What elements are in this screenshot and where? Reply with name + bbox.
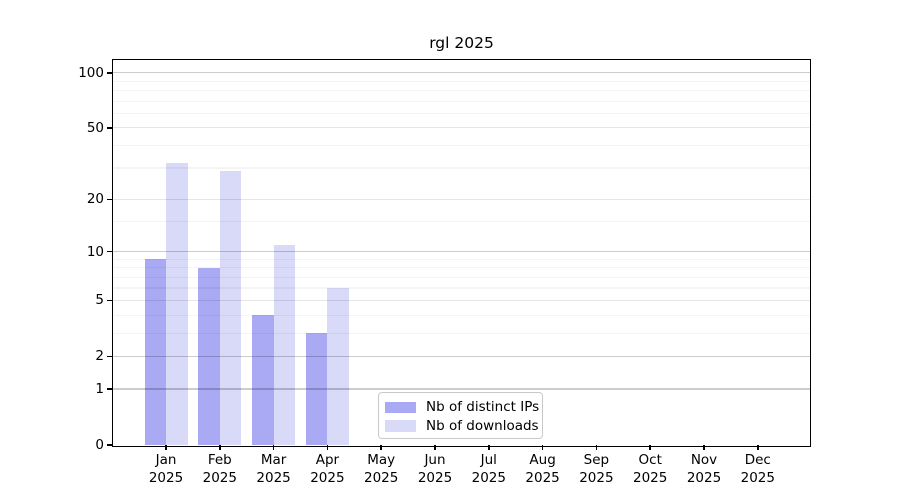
bar-downloads <box>219 170 242 445</box>
x-tick-label: Dec 2025 <box>726 451 790 487</box>
x-tick-year: 2025 <box>310 470 345 486</box>
x-tick-mark <box>703 445 705 450</box>
gridline-major <box>113 251 810 253</box>
x-tick-label: Oct 2025 <box>618 451 682 487</box>
x-tick-label: Nov 2025 <box>672 451 736 487</box>
x-tick-mark <box>165 445 167 450</box>
y-tick-label: 0 <box>95 437 104 453</box>
x-tick-label: Apr 2025 <box>295 451 359 487</box>
x-tick-mark <box>434 445 436 450</box>
x-tick-year: 2025 <box>686 470 722 486</box>
y-tick-mark <box>107 127 112 129</box>
y-tick-mark <box>107 388 112 390</box>
x-tick-mark <box>757 445 759 450</box>
gridline-minor <box>113 258 810 260</box>
x-tick-year: 2025 <box>633 470 668 486</box>
x-tick-label: Aug 2025 <box>511 451 575 487</box>
x-tick-label: Jan 2025 <box>134 451 198 487</box>
legend-swatch-distinct-ips <box>385 401 416 413</box>
gridline-minor <box>113 100 810 102</box>
gridline-major <box>113 355 810 357</box>
x-tick-year: 2025 <box>148 470 184 486</box>
bar-distinct-ips <box>305 333 328 445</box>
gridline-major <box>113 299 810 302</box>
bar-distinct-ips <box>198 267 220 445</box>
x-tick-label: Jul 2025 <box>457 451 521 487</box>
legend-item-downloads: Nb of downloads <box>385 417 542 436</box>
y-tick-label: 10 <box>86 243 104 260</box>
y-tick-mark <box>107 198 112 201</box>
gridline-minor <box>113 267 810 269</box>
x-tick-year: 2025 <box>740 470 775 486</box>
x-tick-mark <box>595 445 598 450</box>
gridline-minor <box>113 112 810 115</box>
x-tick-mark <box>380 445 382 450</box>
y-tick-label: 50 <box>86 119 104 136</box>
gridline-minor <box>113 89 810 92</box>
y-tick-mark <box>107 444 112 446</box>
x-tick-mark <box>541 445 544 450</box>
y-tick-label: 5 <box>95 292 104 309</box>
y-tick-mark <box>107 355 112 358</box>
gridline-minor <box>113 332 810 334</box>
x-tick-label: May 2025 <box>349 451 413 487</box>
gridline-minor <box>113 314 810 316</box>
gridline-major <box>113 72 810 74</box>
x-tick-year: 2025 <box>417 470 453 486</box>
x-tick-mark <box>488 445 490 450</box>
bar-distinct-ips <box>252 315 274 445</box>
x-tick-year: 2025 <box>471 470 506 486</box>
chart-title: rgl 2025 <box>429 34 494 52</box>
gridline-major <box>113 198 810 201</box>
gridline-major <box>113 388 810 390</box>
x-tick-mark <box>326 445 329 450</box>
y-tick-mark <box>107 299 112 302</box>
bar-downloads <box>327 288 349 445</box>
x-tick-year: 2025 <box>364 470 399 486</box>
bar-distinct-ips <box>144 259 166 445</box>
gridline-minor <box>113 144 810 147</box>
y-tick-mark <box>107 250 112 253</box>
x-tick-mark <box>649 445 651 450</box>
legend: Nb of distinct IPs Nb of downloads <box>378 392 543 439</box>
y-tick-label: 2 <box>95 348 104 365</box>
gridline-minor <box>113 167 810 169</box>
x-tick-label: Feb 2025 <box>188 451 252 487</box>
gridline-minor <box>113 276 810 278</box>
gridline-major <box>113 127 810 129</box>
x-tick-label: Jun 2025 <box>403 451 467 487</box>
gridline-minor <box>113 80 810 82</box>
bar-downloads <box>166 163 188 445</box>
x-tick-year: 2025 <box>579 470 614 486</box>
y-tick-label: 100 <box>78 64 104 81</box>
legend-label-distinct-ips: Nb of distinct IPs <box>426 399 540 416</box>
gridline-minor <box>113 287 810 289</box>
legend-item-distinct-ips: Nb of distinct IPs <box>385 398 542 417</box>
x-tick-label: Sep 2025 <box>564 451 628 487</box>
y-tick-label: 20 <box>86 191 104 208</box>
bar-downloads <box>273 244 296 445</box>
gridline-minor <box>113 220 810 222</box>
x-tick-label: Mar 2025 <box>242 451 306 487</box>
legend-label-downloads: Nb of downloads <box>426 417 539 434</box>
y-tick-mark <box>107 72 112 74</box>
x-tick-year: 2025 <box>256 470 291 486</box>
y-tick-label: 1 <box>95 381 104 398</box>
x-tick-mark <box>219 445 221 450</box>
legend-swatch-downloads <box>385 420 416 432</box>
x-tick-mark <box>272 445 275 450</box>
x-tick-year: 2025 <box>202 470 237 486</box>
x-tick-year: 2025 <box>525 470 560 486</box>
